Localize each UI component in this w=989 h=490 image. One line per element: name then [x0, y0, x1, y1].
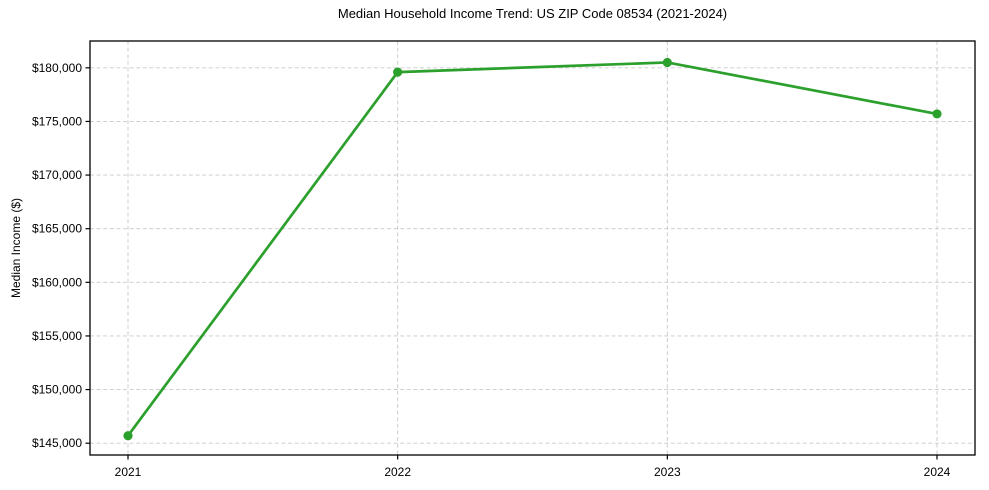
plot-layers: $145,000 $150,000 $155,000 $160,000 $165,000… [32, 40, 976, 479]
data-point-2023 [662, 57, 672, 68]
y-tick-label: $160,000 [32, 275, 82, 289]
y-tick-label: $175,000 [32, 114, 82, 128]
y-tick-label: $145,000 [32, 436, 82, 450]
y-tick-label: $165,000 [32, 222, 82, 236]
y-tick-label: $170,000 [32, 168, 82, 182]
y-tick-label: $150,000 [32, 383, 82, 397]
y-tick-label: $155,000 [32, 329, 82, 343]
plot-border [89, 40, 976, 456]
trend-line [126, 61, 939, 438]
y-tick-label: $180,000 [32, 61, 82, 75]
data-point-2024 [932, 109, 942, 119]
data-point-2022 [393, 67, 403, 77]
x-tick-label: 2021 [115, 465, 142, 479]
x-tick-label: 2024 [924, 465, 951, 479]
x-tick-label: 2023 [654, 465, 681, 479]
chart-title: Median Household Income Trend: US ZIP Co… [337, 6, 728, 21]
data-point-2021 [123, 431, 133, 441]
y-axis-label: Median Income ($) [9, 198, 23, 298]
x-tick-label: 2022 [384, 465, 411, 479]
